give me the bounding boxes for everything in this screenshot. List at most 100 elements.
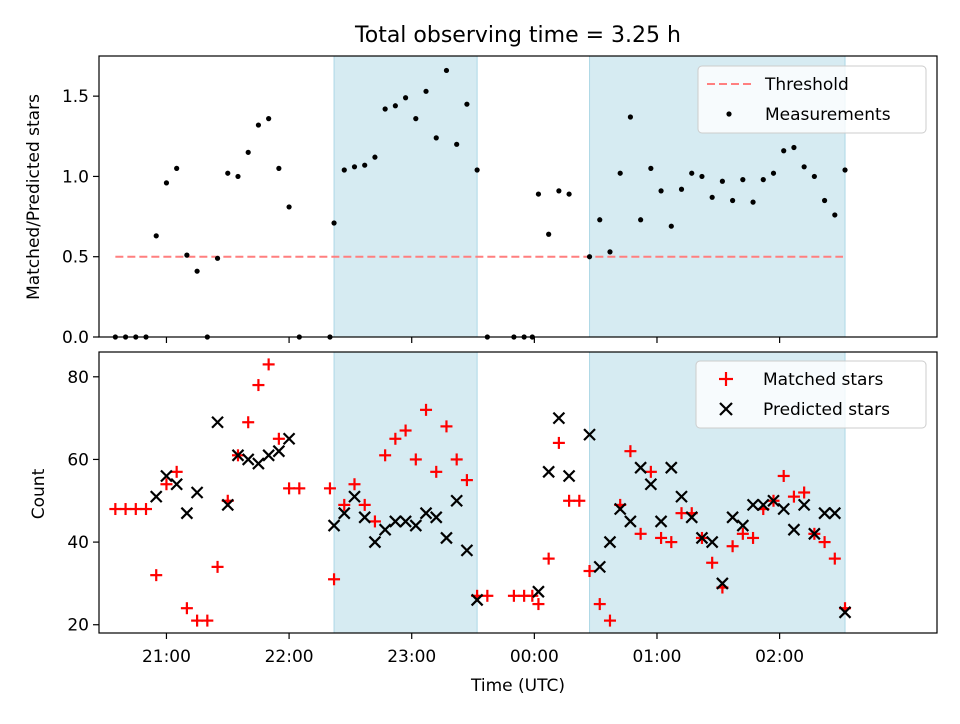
predicted-point <box>337 506 351 520</box>
matched-point <box>180 602 193 615</box>
matched-point <box>368 515 381 528</box>
predicted-point <box>231 449 245 462</box>
predicted-point <box>787 523 801 536</box>
predicted-point <box>358 511 371 524</box>
predicted-points <box>149 411 852 619</box>
matched-point <box>140 503 153 516</box>
predicted-point <box>624 515 637 528</box>
matched-point <box>675 507 688 520</box>
predicted-point <box>221 498 235 512</box>
predicted-point <box>593 560 607 574</box>
measurement-point <box>638 217 644 223</box>
matched-point <box>818 536 831 549</box>
measurement-point <box>402 95 409 101</box>
matched-point <box>252 379 265 392</box>
bottom-legend: Matched stars Predicted stars <box>695 360 927 429</box>
matched-point <box>726 540 739 553</box>
measurement-point <box>709 194 715 200</box>
measurement-point <box>255 122 262 128</box>
measurement-point <box>740 177 746 183</box>
measurement-point <box>245 149 251 155</box>
matched-point <box>460 474 473 487</box>
predicted-point <box>532 585 545 598</box>
matched-point <box>283 482 296 495</box>
measurement-point <box>627 114 634 120</box>
bottom-shaded-interval-1 <box>333 351 478 634</box>
matched-point <box>526 589 539 602</box>
measurement-point <box>286 204 292 210</box>
measurement-point <box>719 178 725 184</box>
predicted-point <box>252 457 265 470</box>
top-shaded-interval-1 <box>333 55 478 338</box>
measurement-point <box>535 191 542 197</box>
predicted-point <box>348 490 361 503</box>
measurement-point <box>331 220 337 226</box>
matched-point <box>420 403 433 416</box>
predicted-point <box>562 469 576 483</box>
ratio-panel: 0.0 0.5 1.0 1.5 Matched/Predicted stars Thr… <box>24 55 938 348</box>
bottom-y-axis-label: Count <box>29 468 49 519</box>
measurement-point <box>730 197 736 204</box>
matched-point <box>389 432 402 445</box>
matched-point <box>409 453 422 466</box>
top-legend-box <box>697 65 927 134</box>
matched-point <box>542 552 555 565</box>
bottom-y-tick-label: 60 <box>67 450 89 470</box>
predicted-point <box>634 461 647 474</box>
measurement-point <box>597 217 603 223</box>
top-y-tick-label: 1.0 <box>62 167 89 187</box>
predicted-point <box>211 415 224 429</box>
matched-point <box>272 432 285 445</box>
measurement-point <box>832 212 838 218</box>
matched-point <box>552 436 565 449</box>
legend-predicted-swatch <box>719 402 733 416</box>
predicted-point <box>160 469 173 483</box>
matched-point <box>211 560 224 573</box>
x-tick-label: 00:00 <box>510 647 559 667</box>
measurement-point <box>607 249 613 255</box>
bottom-y-tick-label: 80 <box>67 368 89 388</box>
predicted-point <box>327 519 341 532</box>
bottom-axes-frame <box>98 351 938 634</box>
predicted-point <box>583 428 596 441</box>
matched-point <box>450 453 463 466</box>
matched-point <box>201 614 214 627</box>
measurement-point <box>750 199 756 205</box>
measurement-point <box>184 252 190 258</box>
predicted-point <box>695 531 709 545</box>
measurement-point <box>699 173 705 180</box>
measurement-point <box>372 154 378 160</box>
measurement-point <box>443 67 450 74</box>
measurement-point <box>678 186 685 192</box>
x-axis-label: Time (UTC) <box>470 676 565 696</box>
predicted-point <box>726 511 739 524</box>
measurement-point <box>781 148 787 154</box>
top-y-tick-label: 1.5 <box>62 87 89 107</box>
matched-point <box>706 556 719 569</box>
legend-measurements-label: Measurements <box>765 105 891 125</box>
predicted-point <box>665 461 678 474</box>
measurement-point <box>174 165 180 171</box>
predicted-point <box>808 527 821 541</box>
matched-point <box>430 465 443 478</box>
predicted-point <box>552 411 566 425</box>
matched-point <box>563 494 576 507</box>
matched-point <box>379 449 392 462</box>
measurement-point <box>235 173 241 180</box>
bottom-y-tick-label: 20 <box>67 616 89 636</box>
matched-point <box>644 465 657 478</box>
predicted-point <box>262 449 275 462</box>
measurement-point <box>566 191 572 197</box>
measurement-point <box>413 116 419 122</box>
matched-point <box>338 498 351 511</box>
x-tick-label: 02:00 <box>755 647 804 667</box>
predicted-point <box>838 606 852 619</box>
matched-point <box>170 465 183 478</box>
x-tick-label: 23:00 <box>387 647 436 667</box>
measurement-point <box>760 177 766 183</box>
predicted-point <box>716 577 729 590</box>
matched-point <box>262 358 275 371</box>
measurement-point <box>586 254 593 260</box>
matched-point <box>481 589 494 602</box>
matched-point <box>358 498 371 511</box>
